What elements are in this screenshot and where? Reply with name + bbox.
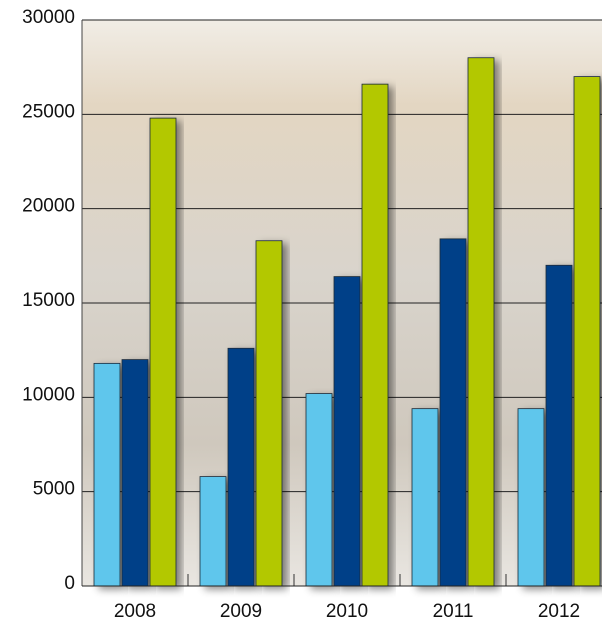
- bar: [545, 264, 573, 587]
- x-tick-label: 2009: [220, 601, 262, 622]
- bar: [227, 347, 255, 587]
- bar: [467, 57, 495, 587]
- x-tick-label: 2011: [433, 601, 474, 622]
- bar: [439, 238, 467, 587]
- bar: [93, 362, 121, 587]
- bar: [121, 359, 149, 587]
- bar: [199, 476, 227, 587]
- bar: [361, 83, 389, 587]
- y-tick-label: 30000: [22, 7, 75, 28]
- bar: [305, 393, 333, 587]
- y-tick-label: 25000: [22, 101, 75, 122]
- bar: [411, 408, 439, 587]
- x-tick-label: 2010: [326, 601, 368, 622]
- y-tick-label: 10000: [22, 384, 75, 405]
- bar: [573, 76, 601, 587]
- bar: [255, 240, 283, 587]
- bar: [517, 408, 545, 587]
- bar: [333, 276, 361, 587]
- y-tick-label: 20000: [22, 196, 75, 217]
- y-tick-label: 5000: [33, 479, 75, 500]
- x-tick-label: 2008: [114, 601, 156, 622]
- y-tick-label: 0: [64, 573, 75, 594]
- x-tick-label: 2012: [538, 601, 580, 622]
- y-tick-label: 15000: [22, 290, 75, 311]
- bar: [149, 117, 177, 587]
